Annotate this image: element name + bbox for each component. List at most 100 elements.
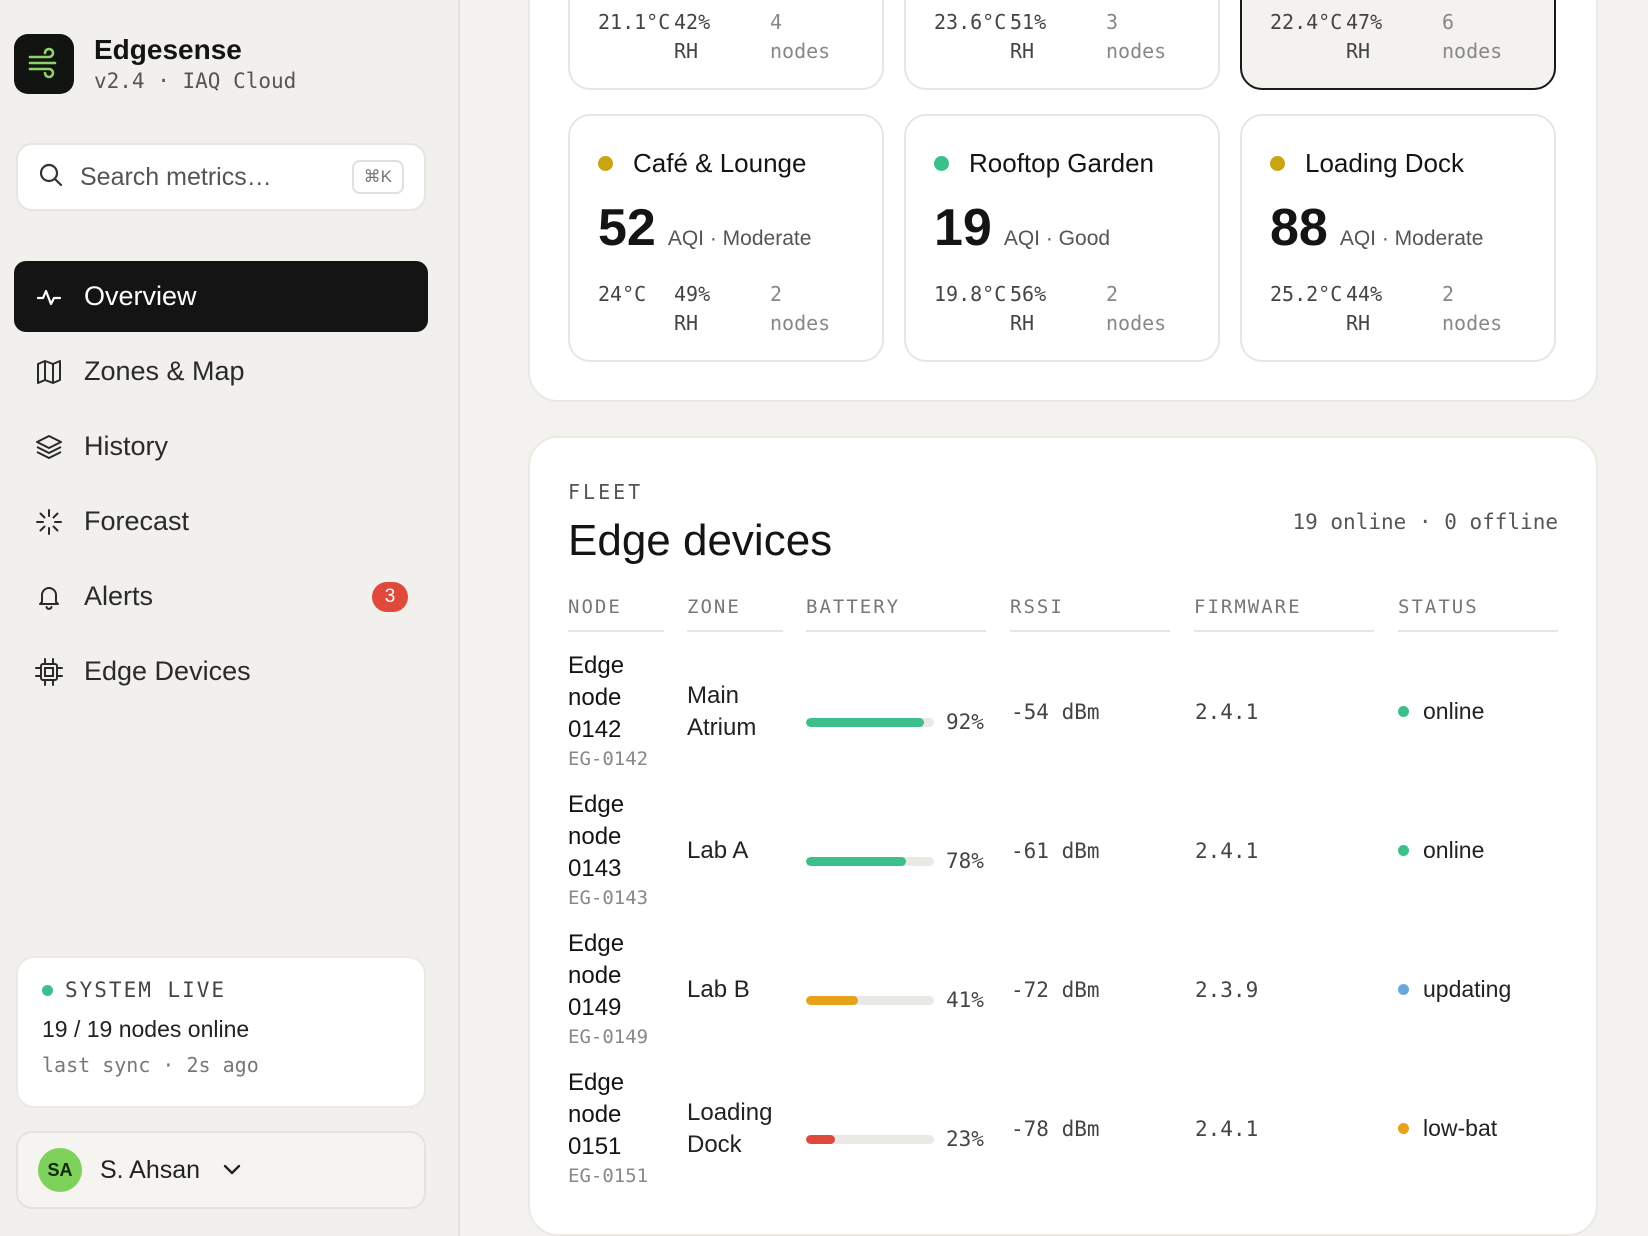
zone-stats: 24°C 49% RH 2 nodes	[598, 280, 830, 338]
zone-rh-unit: RH	[1346, 311, 1371, 335]
rssi-value: -72 dBm	[1011, 978, 1100, 1002]
column-header-node[interactable]: NODE	[568, 596, 664, 632]
zone-card[interactable]: 23.6°C 51% RH 3 nodes	[904, 0, 1220, 90]
status-dot	[1398, 984, 1409, 995]
sidebar-item-label: Zones & Map	[84, 356, 245, 386]
column-header-status[interactable]: STATUS	[1398, 596, 1558, 632]
node-name: Edge node 0149	[568, 930, 625, 1021]
zone-card-cafe-lounge[interactable]: Café & Lounge 52 AQI · Moderate 24°C 49%…	[568, 114, 884, 362]
zone-stats: 19.8°C 56% RH 2 nodes	[934, 280, 1166, 338]
battery-bar-fill	[806, 856, 906, 866]
zone-status-dot	[934, 156, 949, 171]
zone-name: Rooftop Garden	[969, 148, 1155, 178]
aqi-label: AQI · Good	[1003, 227, 1111, 250]
zone-rh: 42%	[674, 10, 711, 34]
system-status-label: SYSTEM LIVE	[65, 978, 227, 1002]
search-input[interactable]: Search metrics… ⌘K	[16, 143, 426, 211]
column-header-firmware[interactable]: FIRMWARE	[1194, 596, 1374, 632]
status-badge: online	[1398, 837, 1484, 864]
zone-aqi: 52 AQI · Moderate	[598, 198, 811, 258]
fleet-title: Edge devices	[568, 516, 833, 565]
table-row[interactable]: Edge node 0142 EG-0142 Main Atrium 92% -54 …	[530, 650, 1600, 786]
node-id: EG-0143	[568, 887, 649, 909]
zone-nodes: 2	[1106, 282, 1119, 306]
table-row[interactable]: Edge node 0149 EG-0149 Lab B 41% -72 dBm 2…	[530, 928, 1600, 1064]
status-dot	[1398, 706, 1409, 717]
brand[interactable]: Edgesense v2.4 · IAQ Cloud	[14, 33, 296, 94]
column-header-rssi[interactable]: RSSI	[1010, 596, 1170, 632]
zone-stats: 23.6°C 51% RH 3 nodes	[934, 8, 1166, 66]
status-dot	[1398, 1123, 1409, 1134]
rssi-value: -54 dBm	[1011, 700, 1100, 724]
zone-nodes: 6	[1442, 10, 1455, 34]
zone-nodes-unit: nodes	[1442, 311, 1503, 335]
zone-temp: 24°C	[598, 282, 647, 306]
sidebar-item-zones-map[interactable]: Zones & Map	[14, 336, 428, 407]
zone-nodes-unit: nodes	[770, 39, 831, 63]
table-row[interactable]: Edge node 0143 EG-0143 Lab A 78% -61 dBm 2…	[530, 789, 1600, 925]
column-header-zone[interactable]: ZONE	[687, 596, 783, 632]
zone-nodes-unit: nodes	[770, 311, 831, 335]
battery-bar	[806, 995, 934, 1005]
sparkle-icon	[34, 507, 64, 537]
firmware-value: 2.4.1	[1195, 1117, 1259, 1141]
zone-temp: 19.8°C	[934, 282, 1007, 306]
zone-name: Lab A	[687, 837, 749, 864]
zone-rh: 49%	[674, 282, 711, 306]
sidebar-item-overview[interactable]: Overview	[14, 261, 428, 332]
user-menu[interactable]: SA S. Ahsan	[16, 1131, 426, 1209]
sidebar-item-history[interactable]: History	[14, 411, 428, 482]
sidebar: Edgesense v2.4 · IAQ Cloud Search metric…	[0, 0, 460, 1236]
zone-nodes-unit: nodes	[1106, 39, 1167, 63]
search-shortcut: ⌘K	[351, 160, 404, 194]
firmware-value: 2.4.1	[1195, 839, 1259, 863]
zone-rh-unit: RH	[674, 39, 699, 63]
zone-temp: 21.1°C	[598, 10, 671, 34]
zone-stats: 22.4°C 47% RH 6 nodes	[1270, 8, 1502, 66]
node-id: EG-0151	[568, 1165, 649, 1187]
sidebar-item-edge-devices[interactable]: Edge Devices	[14, 636, 428, 707]
zone-card-selected[interactable]: 22.4°C 47% RH 6 nodes	[1240, 0, 1556, 90]
sidebar-item-alerts[interactable]: Alerts 3	[14, 561, 428, 632]
status-label: online	[1423, 698, 1485, 724]
zone-name: Lab B	[687, 976, 750, 1003]
zone-rh-unit: RH	[674, 311, 699, 335]
node-id: EG-0149	[568, 1026, 649, 1048]
battery-bar	[806, 856, 934, 866]
status-label: low-bat	[1423, 1115, 1498, 1141]
sidebar-item-forecast[interactable]: Forecast	[14, 486, 428, 557]
aqi-value: 88	[1270, 199, 1328, 257]
table-row[interactable]: Edge node 0151 EG-0151 Loading Dock 23% -78…	[530, 1067, 1600, 1203]
zone-title: Café & Lounge	[598, 148, 806, 179]
zone-rh-unit: RH	[1010, 311, 1035, 335]
zone-card-rooftop-garden[interactable]: Rooftop Garden 19 AQI · Good 19.8°C 56% R…	[904, 114, 1220, 362]
zone-status-dot	[1270, 156, 1285, 171]
battery-bar-fill	[806, 717, 924, 727]
chip-icon	[34, 657, 64, 687]
zone-card-loading-dock[interactable]: Loading Dock 88 AQI · Moderate 25.2°C 44…	[1240, 114, 1556, 362]
aqi-label: AQI · Moderate	[667, 227, 812, 250]
column-header-battery[interactable]: BATTERY	[806, 596, 986, 632]
node-name: Edge node 0143	[568, 791, 625, 882]
zones-panel: 21.1°C 42% RH 4 nodes 23.6°C 51% RH 3 nodes …	[528, 0, 1598, 402]
sidebar-item-label: Overview	[84, 281, 197, 311]
wind-icon	[14, 33, 74, 94]
zone-name: Loading Dock	[1305, 148, 1464, 178]
status-badge: online	[1398, 698, 1484, 725]
zone-card[interactable]: 21.1°C 42% RH 4 nodes	[568, 0, 884, 90]
brand-version: v2.4 · IAQ Cloud	[94, 69, 297, 93]
node-cell: Edge node 0149 EG-0149	[568, 928, 668, 1048]
nodes-online-count: 19 / 19 nodes online	[42, 1016, 250, 1042]
fleet-summary: 19 online · 0 offline	[1292, 510, 1558, 534]
zone-rh: 44%	[1346, 282, 1383, 306]
last-sync: last sync · 2s ago	[42, 1053, 259, 1077]
zone-status-dot	[598, 156, 613, 171]
fleet-eyebrow: FLEET	[568, 480, 644, 504]
battery-cell: 41%	[806, 988, 984, 1012]
aqi-value: 52	[598, 199, 656, 257]
zone-rh: 51%	[1010, 10, 1047, 34]
zone-nodes-unit: nodes	[1106, 311, 1167, 335]
rssi-value: -61 dBm	[1011, 839, 1100, 863]
firmware-value: 2.3.9	[1195, 978, 1259, 1002]
zone-nodes: 3	[1106, 10, 1119, 34]
